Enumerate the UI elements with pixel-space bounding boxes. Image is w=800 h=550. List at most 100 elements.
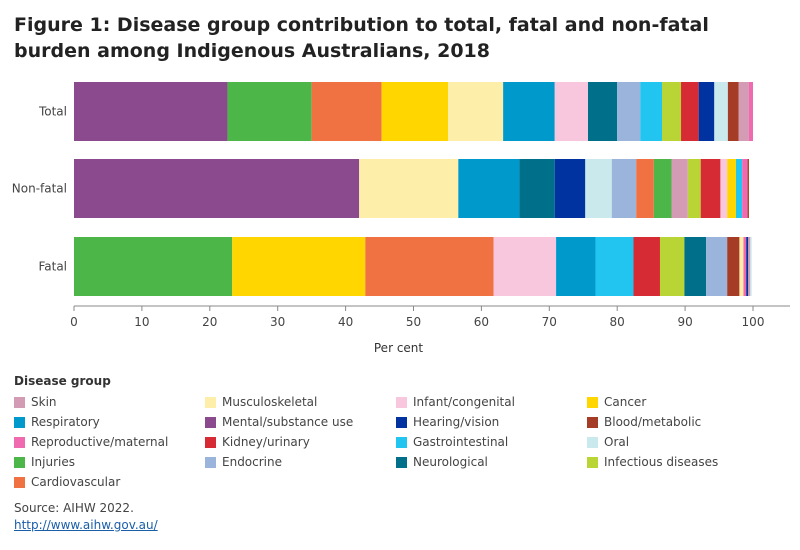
legend: Skin Musculoskeletal Infant/congenital Canc… [14,392,774,492]
legend-label: Respiratory [31,415,100,429]
legend-label: Musculoskeletal [222,395,318,409]
bar-segment-non-fatal-blood-metabolic [747,159,749,218]
x-tick-label-30: 30 [270,315,285,329]
bar-segment-total-neurological [588,82,618,141]
legend-label: Injuries [31,455,75,469]
bar-segment-total-mental-substance-use [74,82,228,141]
bar-segment-non-fatal-oral [585,159,612,218]
x-tick-label-50: 50 [406,315,421,329]
bar-segment-total-cardiovascular [311,82,382,141]
bar-segment-total-infant-congenital [554,82,588,141]
bar-segment-non-fatal-infectious-diseases [687,159,701,218]
bar-segment-non-fatal-kidney-urinary [700,159,721,218]
bar-segment-fatal-reproductive-maternal [743,237,747,296]
bar-segment-total-oral [714,82,728,141]
bar-segment-non-fatal-cardiovascular [636,159,654,218]
legend-item-infectious-diseases: Infectious diseases [587,452,778,472]
legend-swatch [587,436,598,448]
legend-item-reproductive-maternal: Reproductive/maternal [14,432,205,452]
legend-swatch [587,456,598,468]
bar-segment-non-fatal-respiratory [458,159,520,218]
bar-segment-fatal-respiratory [556,237,596,296]
legend-label: Kidney/urinary [222,435,310,449]
source-text: Source: AIHW 2022. [14,501,134,515]
legend-swatch [396,416,407,428]
legend-swatch [14,436,25,448]
bar-segment-non-fatal-infant-congenital [720,159,728,218]
bar-segment-total-endocrine [617,82,641,141]
bar-segment-non-fatal-musculoskeletal [359,159,459,218]
bar-segment-fatal-skin [748,237,751,296]
bar-segment-total-musculoskeletal [448,82,504,141]
bar-segment-fatal-endocrine [706,237,728,296]
legend-item-blood-metabolic: Blood/metabolic [587,412,778,432]
bar-segment-total-infectious-diseases [662,82,682,141]
legend-swatch [14,456,25,468]
x-tick-label-10: 10 [134,315,149,329]
bar-segment-fatal-hearing-vision [746,237,749,296]
legend-item-skin: Skin [14,392,205,412]
legend-item-hearing-vision: Hearing/vision [396,412,587,432]
legend-title: Disease group [14,374,111,388]
bar-segment-fatal-kidney-urinary [633,237,660,296]
bar-segment-total-injuries [227,82,312,141]
chart-title: Figure 1: Disease group contribution to … [14,14,709,62]
bar-segment-non-fatal-neurological [519,159,555,218]
bar-segment-non-fatal-gastrointestinal [736,159,743,218]
bar-segment-fatal-cardiovascular [365,237,494,296]
bar-segment-fatal-infant-congenital [493,237,557,296]
bar-segment-total-kidney-urinary [681,82,699,141]
bar-segment-total-gastrointestinal [640,82,663,141]
legend-item-cancer: Cancer [587,392,778,412]
legend-label: Hearing/vision [413,415,500,429]
bar-segment-fatal-cancer [232,237,366,296]
legend-item-kidney-urinary: Kidney/urinary [205,432,396,452]
legend-swatch [14,476,25,488]
legend-swatch [205,396,216,408]
bar-segment-total-skin [738,82,749,141]
bar-segment-fatal-injuries [74,237,233,296]
legend-label: Skin [31,395,57,409]
x-tick-label-100: 100 [742,315,765,329]
legend-swatch [205,436,216,448]
legend-item-gastrointestinal: Gastrointestinal [396,432,587,452]
legend-label: Cancer [604,395,647,409]
legend-item-injuries: Injuries [14,452,205,472]
y-tick-label-non-fatal: Non-fatal [12,182,67,196]
bar-segment-non-fatal-cancer [727,159,737,218]
legend-swatch [396,456,407,468]
bar-segment-fatal-blood-metabolic [727,237,740,296]
legend-item-neurological: Neurological [396,452,587,472]
legend-label: Infectious diseases [604,455,719,469]
legend-swatch [587,396,598,408]
bar-segment-total-cancer [381,82,449,141]
bar-segment-fatal-musculoskeletal [739,237,744,296]
legend-label: Neurological [413,455,488,469]
x-tick-label-80: 80 [610,315,625,329]
legend-item-musculoskeletal: Musculoskeletal [205,392,396,412]
source-link[interactable]: http://www.aihw.gov.au/ [14,518,158,532]
legend-label: Reproductive/maternal [31,435,169,449]
bar-segment-total-hearing-vision [698,82,715,141]
bar-segment-total-blood-metabolic [727,82,739,141]
bar-segment-fatal-gastrointestinal [595,237,634,296]
legend-item-respiratory: Respiratory [14,412,205,432]
legend-item-infant-congenital: Infant/congenital [396,392,587,412]
x-tick-label-60: 60 [474,315,489,329]
bar-segment-non-fatal-skin [671,159,688,218]
y-tick-label-total: Total [38,105,67,119]
legend-label: Blood/metabolic [604,415,702,429]
x-tick-label-20: 20 [202,315,217,329]
legend-swatch [14,396,25,408]
bar-chart: Total Non-fatal Fatal 0 10 20 30 40 50 60 70 80 90 10… [12,82,790,355]
x-tick-label-90: 90 [677,315,692,329]
bar-segment-non-fatal-mental-substance-use [74,159,360,218]
bar-segment-fatal-neurological [684,237,707,296]
legend-swatch [396,396,407,408]
y-tick-label-fatal: Fatal [38,260,67,274]
legend-label: Mental/substance use [222,415,354,429]
legend-swatch [14,416,25,428]
x-tick-label-0: 0 [70,315,78,329]
legend-item-mental-substance-use: Mental/substance use [205,412,396,432]
legend-item-oral: Oral [587,432,778,452]
